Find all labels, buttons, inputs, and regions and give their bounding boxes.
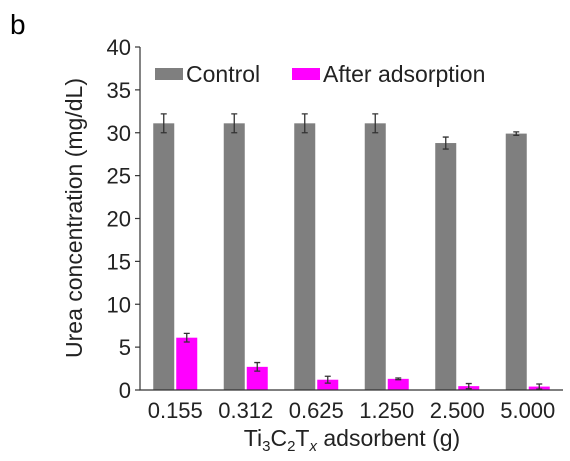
legend-label-after-adsorption: After adsorption	[323, 61, 485, 87]
y-tick-label: 20	[107, 207, 131, 232]
error-bar	[301, 113, 308, 134]
error-bar	[183, 332, 190, 343]
bar-control	[153, 123, 175, 390]
legend-swatch-control	[155, 68, 183, 80]
bars	[153, 123, 550, 391]
legend-label-control: Control	[186, 61, 260, 87]
bar-control	[364, 123, 386, 390]
bar-after-adsorption	[176, 337, 198, 390]
bar-control	[505, 133, 527, 391]
bar-after-adsorption	[246, 366, 268, 390]
x-tick-label: 1.250	[359, 398, 414, 423]
y-axis-ticks: 0 5 10 15 20 25 30 35 40	[107, 35, 140, 403]
error-bars	[160, 113, 543, 390]
x-axis-ticks: 0.155 0.312 0.625 1.250 2.500 5.000	[148, 398, 556, 423]
error-bar	[513, 131, 520, 136]
error-bar	[442, 136, 449, 150]
error-bar	[395, 377, 402, 381]
x-tick-label: 0.625	[289, 398, 344, 423]
axes-frame	[139, 47, 563, 391]
x-axis-label: Ti3C2Tx adsorbent (g)	[244, 425, 460, 455]
error-bar	[160, 113, 167, 134]
error-bar	[231, 113, 238, 134]
bar-after-adsorption	[317, 379, 339, 390]
y-tick-label: 5	[119, 335, 131, 360]
y-tick-label: 15	[107, 249, 131, 274]
y-axis-label: Urea concentration (mg/dL)	[61, 78, 87, 358]
x-tick-label: 2.500	[430, 398, 485, 423]
y-tick-label: 25	[107, 164, 131, 189]
y-tick-label: 35	[107, 78, 131, 103]
x-tick-label: 5.000	[500, 398, 555, 423]
legend: Control After adsorption	[155, 61, 485, 87]
bar-control	[223, 123, 245, 390]
error-bar	[324, 375, 331, 384]
y-tick-label: 10	[107, 292, 131, 317]
y-tick-label: 30	[107, 121, 131, 146]
error-bar	[465, 382, 472, 390]
error-bar	[254, 361, 261, 372]
error-bar	[372, 113, 379, 134]
bar-after-adsorption	[387, 378, 409, 390]
y-tick-label: 40	[107, 35, 131, 60]
panel-label: b	[10, 9, 26, 40]
bar-control	[435, 143, 457, 390]
legend-swatch-after-adsorption	[292, 68, 320, 80]
x-tick-label: 0.155	[148, 398, 203, 423]
y-tick-label: 0	[119, 378, 131, 403]
x-tick-label: 0.312	[218, 398, 273, 423]
error-bar	[536, 383, 543, 390]
bar-control	[294, 123, 316, 390]
